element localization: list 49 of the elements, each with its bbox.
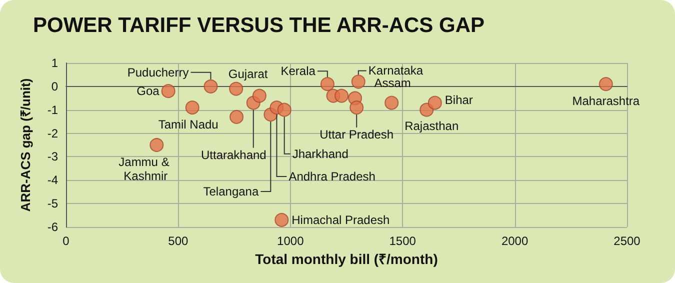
y-axis-title: ARR-ACS gap (₹/unit) bbox=[18, 78, 33, 212]
annotation: Jharkhand bbox=[292, 146, 348, 161]
point bbox=[185, 100, 200, 115]
point bbox=[230, 110, 244, 124]
annotation: Bihar bbox=[444, 92, 473, 107]
point bbox=[252, 88, 266, 103]
x-tick-label: 2500 bbox=[614, 234, 641, 248]
annotation: Uttarakhand bbox=[201, 148, 266, 162]
x-tick-label: 2000 bbox=[501, 234, 528, 248]
y-tick-label: 1 bbox=[51, 56, 58, 70]
y-tick-label: -1 bbox=[47, 102, 58, 117]
annotation: Himachal Pradesh bbox=[292, 212, 390, 227]
point bbox=[277, 102, 292, 117]
y-tick-label: 0 bbox=[51, 79, 58, 94]
point bbox=[204, 79, 218, 94]
point bbox=[161, 84, 176, 98]
point bbox=[598, 77, 613, 92]
point bbox=[428, 96, 442, 110]
annotation: Karnataka bbox=[368, 64, 424, 78]
annotation: Tamil Nadu bbox=[158, 118, 218, 132]
annotation: Uttar Pradesh bbox=[320, 128, 394, 142]
annotation: Telangana bbox=[203, 184, 259, 199]
point bbox=[350, 100, 364, 115]
x-axis-title: Total monthly bill (₹/month) bbox=[255, 250, 438, 267]
annotation: Gujarat bbox=[228, 66, 268, 81]
point bbox=[229, 82, 244, 96]
y-tick-label: -4 bbox=[47, 173, 58, 188]
x-tick-label: 1000 bbox=[277, 234, 304, 248]
x-tick-label: 500 bbox=[168, 234, 189, 248]
x-tick-label: 1500 bbox=[389, 234, 416, 248]
point bbox=[320, 77, 334, 92]
point bbox=[351, 74, 366, 89]
y-tick-label: -5 bbox=[47, 196, 58, 211]
annotation: Maharashtra bbox=[572, 94, 640, 108]
point bbox=[150, 138, 164, 152]
annotation: Kerala bbox=[280, 64, 316, 78]
y-tick-label: -3 bbox=[47, 150, 58, 164]
y-tick-label: -2 bbox=[47, 126, 58, 140]
annotation: Goa bbox=[136, 84, 160, 98]
point bbox=[384, 96, 399, 110]
chart-title: POWER TARIFF VERSUS THE ARR-ACS GAP bbox=[33, 14, 485, 37]
annotation: Puducherry bbox=[127, 65, 189, 80]
annotation: Rajasthan bbox=[404, 118, 459, 133]
x-tick-label: 0 bbox=[62, 234, 70, 248]
y-tick-label: -6 bbox=[47, 220, 58, 234]
annotation: Jammu & Kashmir bbox=[118, 155, 173, 183]
point bbox=[334, 88, 349, 103]
point bbox=[274, 212, 289, 227]
annotation: Andhra Pradesh bbox=[288, 170, 376, 184]
